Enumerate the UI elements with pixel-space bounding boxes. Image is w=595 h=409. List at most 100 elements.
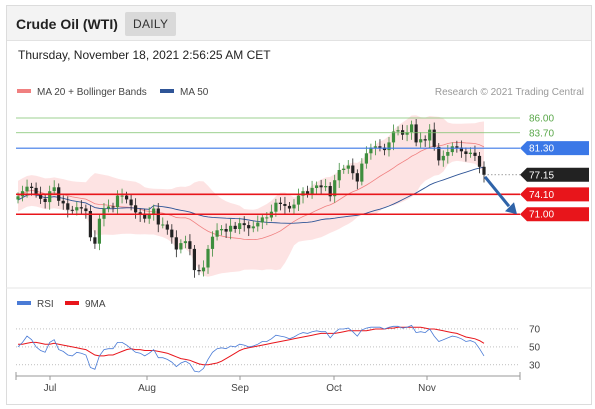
x-tick-jul: Jul: [44, 383, 57, 394]
candle-body: [48, 191, 52, 203]
candle-body: [88, 211, 92, 238]
candle-body: [97, 218, 101, 244]
candle-body: [355, 173, 359, 182]
candle-body: [319, 185, 323, 188]
forecast-arrow-shaft: [483, 175, 511, 208]
candle-body: [84, 208, 88, 212]
level-label: 83.70: [529, 128, 554, 139]
candle-body: [174, 237, 178, 250]
candle-body: [423, 139, 427, 141]
candle-body: [260, 217, 264, 223]
candle-body: [432, 129, 436, 147]
candle-body: [129, 199, 133, 206]
candle-body: [333, 180, 337, 197]
main-legend: MA 20 + Bollinger Bands MA 50: [17, 87, 209, 98]
candle-body: [147, 214, 151, 219]
level-label: 71.00: [529, 210, 554, 221]
candle-body: [328, 186, 332, 197]
legend-swatch-9ma: [65, 301, 79, 305]
candles: [16, 118, 486, 278]
candle-body: [229, 225, 233, 232]
candle-body: [405, 132, 409, 135]
research-credit: Research © 2021 Trading Central: [435, 87, 584, 98]
candle-body: [179, 243, 183, 250]
candle-body: [455, 146, 459, 148]
rsi-9ma-line: [18, 326, 485, 366]
candle-body: [306, 191, 310, 194]
level-86-00: 86.00: [16, 114, 554, 125]
last-price-tag: [520, 167, 589, 182]
candle-body: [468, 152, 472, 154]
candle-body: [52, 187, 56, 192]
candle-body: [152, 208, 156, 215]
candle-body: [283, 204, 287, 206]
chart-timestamp: Thursday, November 18, 2021 2:56:25 AM C…: [18, 48, 271, 62]
candle-body: [274, 202, 278, 212]
candle-body: [387, 142, 391, 151]
candle-body: [61, 200, 65, 204]
candle-body: [111, 206, 115, 208]
candle-body: [346, 165, 350, 169]
candle-body: [206, 248, 210, 268]
candle-body: [351, 165, 355, 174]
candle-body: [477, 155, 482, 167]
candle-body: [324, 186, 328, 188]
candle-body: [396, 130, 400, 132]
candle-body: [161, 224, 165, 226]
x-tick-nov: Nov: [418, 383, 436, 394]
rsi-legend: RSI 9MA: [17, 299, 106, 310]
legend-swatch-rsi: [17, 301, 31, 305]
candle-body: [287, 205, 292, 209]
candle-body: [242, 223, 246, 226]
candle-body: [369, 147, 373, 154]
candle-body: [156, 208, 160, 225]
candle-body: [256, 222, 260, 227]
candle-body: [337, 170, 341, 181]
level-label: 86.00: [529, 114, 554, 125]
level-71-00: 71.00: [16, 207, 589, 222]
candle-body: [459, 147, 463, 152]
candle-body: [201, 267, 206, 272]
candle-body: [233, 225, 237, 229]
candle-body: [364, 153, 368, 164]
candle-body: [441, 155, 445, 161]
main-plot: 86.00 83.70 81.30 77.15 74.10 71.00: [16, 114, 589, 278]
candle-body: [278, 202, 282, 204]
candle-body: [188, 241, 192, 249]
candle-body: [143, 214, 147, 219]
candle-body: [360, 163, 364, 182]
candle-body: [446, 152, 450, 156]
candle-body: [428, 129, 432, 141]
level-tag: [520, 207, 589, 222]
candle-body: [315, 185, 319, 188]
candle-body: [66, 203, 70, 210]
candle-body: [16, 196, 20, 200]
legend-swatch-ma50: [160, 89, 174, 93]
bollinger-band: [18, 115, 484, 277]
candle-body: [79, 207, 83, 209]
x-axis-ticks: Jul Aug Sep Oct Nov: [15, 372, 521, 394]
ma20-line: [17, 141, 485, 241]
candle-body: [183, 241, 187, 244]
rsi-plot: 70 50 30: [16, 324, 541, 373]
candle-body: [170, 229, 174, 238]
candle-body: [215, 230, 219, 237]
x-tick-aug: Aug: [138, 383, 156, 394]
candle-body: [220, 229, 224, 231]
level-74-10: 74.10: [16, 187, 589, 202]
level-label: 74.10: [529, 190, 554, 201]
forecast-arrow-head: [505, 202, 517, 215]
candle-body: [192, 248, 196, 271]
candle-body: [134, 205, 138, 213]
candle-body: [482, 166, 486, 175]
candle-body: [437, 146, 441, 161]
candle-body: [378, 146, 382, 148]
timeframe-badge[interactable]: DAILY: [125, 12, 177, 36]
candle-body: [43, 198, 47, 202]
rsi-tick-70: 70: [529, 324, 541, 335]
x-tick-oct: Oct: [326, 383, 342, 394]
candle-body: [419, 139, 423, 143]
candle-body: [34, 187, 38, 194]
legend-9ma: 9MA: [85, 299, 106, 310]
candle-body: [251, 226, 255, 229]
